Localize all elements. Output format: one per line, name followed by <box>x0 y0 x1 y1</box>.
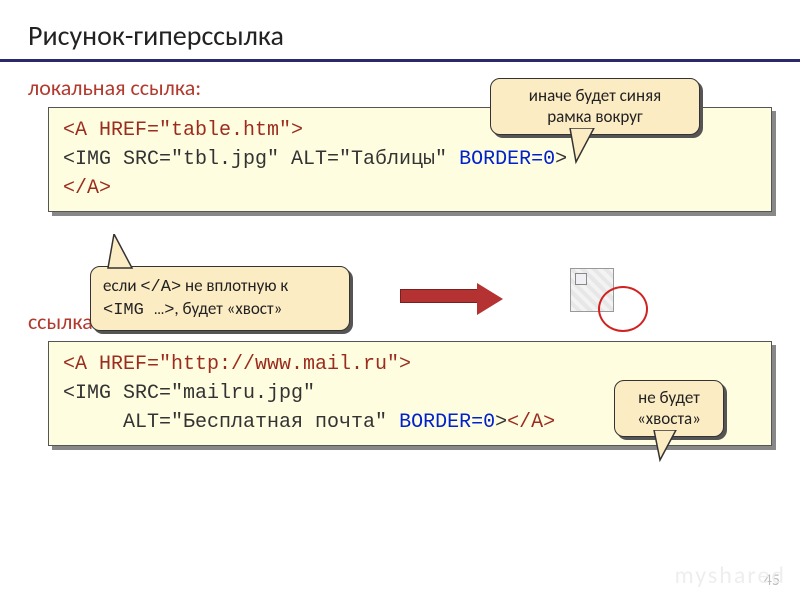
callout-text: иначе будет синяя <box>505 85 685 106</box>
callout-border0: иначе будет синяя рамка вокруг <box>490 78 700 135</box>
callout-text: не будет <box>629 387 709 408</box>
callout-mono: <IMG …> <box>103 301 174 320</box>
callout-tail-icon <box>560 128 610 168</box>
callout-text: не вплотную к <box>181 275 288 296</box>
callout-text: если <box>103 275 140 296</box>
callout-tail-icon <box>646 430 686 466</box>
callout-text: рамка вокруг <box>505 106 685 127</box>
callout-no-tail: не будет «хвоста» <box>614 380 724 437</box>
callout-text: , будет «хвост» <box>174 298 282 319</box>
callout-mono: </A> <box>140 278 181 297</box>
callout-tail-icon <box>102 234 142 270</box>
slide-title: Рисунок-гиперссылка <box>0 0 800 59</box>
page-number: 45 <box>764 571 780 590</box>
red-circle-icon <box>598 286 648 332</box>
title-rule <box>0 59 800 62</box>
callout-text: «хвоста» <box>629 408 709 429</box>
callout-tail-explain: если </A> не вплотную к <IMG …>, будет «… <box>90 266 350 331</box>
arrow-icon <box>400 283 503 315</box>
